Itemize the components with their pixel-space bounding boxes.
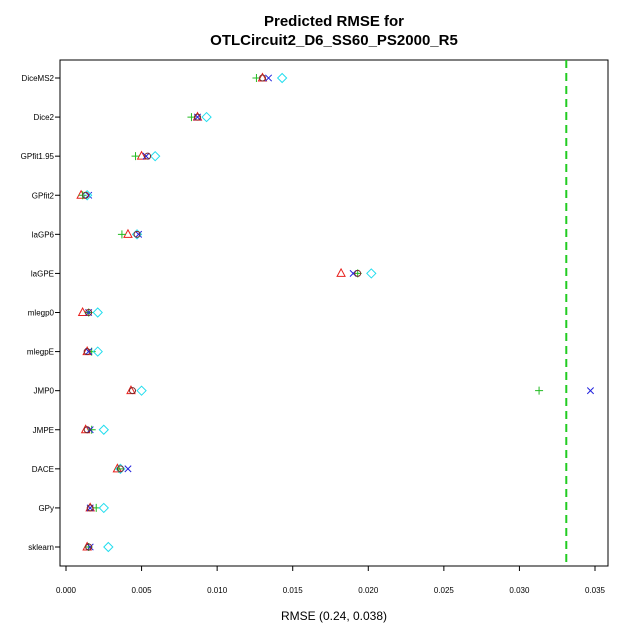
marker-circle <box>83 426 91 434</box>
x-tick-label: 0.030 <box>509 586 530 595</box>
y-category-label: mlegpE <box>27 348 54 357</box>
marker-cross <box>85 348 93 356</box>
marker-cross <box>586 387 595 395</box>
marker-cross <box>124 465 132 473</box>
x-tick-label: 0.010 <box>207 586 228 595</box>
y-category-label: JMPE <box>33 426 54 435</box>
y-axis: DiceMS2 Dice2 GPfit1.95 GPfit2 laGP6 laGPE mle… <box>21 74 60 552</box>
marker-cross <box>142 152 150 160</box>
marker-diamond <box>92 307 103 318</box>
x-axis: 0.000 0.005 0.010 0.015 0.020 0.025 0.030 0.035 <box>56 566 606 595</box>
y-category-label: laGPE <box>31 269 54 278</box>
marker-cross <box>86 543 94 551</box>
y-category-label: DiceMS2 <box>22 74 55 83</box>
marker-circle <box>116 465 124 473</box>
marker-circle <box>133 230 141 238</box>
marker-circle <box>129 387 137 395</box>
y-category-label: GPfit2 <box>32 191 55 200</box>
marker-plus <box>535 386 544 395</box>
marker-circle <box>83 348 91 356</box>
y-category-label: mlegp0 <box>28 309 55 318</box>
marker-diamond <box>149 150 161 162</box>
x-tick-label: 0.000 <box>56 586 77 595</box>
y-category-label: laGP6 <box>32 230 55 239</box>
y-category-label: sklearn <box>28 543 54 552</box>
x-tick-label: 0.035 <box>585 586 606 595</box>
marker-circle <box>85 543 93 551</box>
x-tick-label: 0.005 <box>132 586 153 595</box>
x-tick-label: 0.020 <box>358 586 379 595</box>
marker-diamond <box>276 72 288 84</box>
marker-triangle <box>136 150 147 160</box>
marker-circle <box>85 309 93 316</box>
plot-area-frame <box>59 59 609 567</box>
marker-circle <box>258 74 266 82</box>
marker-diamond <box>366 268 377 279</box>
marker-plus <box>87 425 96 434</box>
marker-triangle <box>336 267 346 277</box>
marker-diamond <box>201 111 212 123</box>
marker-triangle <box>77 306 88 316</box>
chart-title-line2: OTLCircuit2_D6_SS60_PS2000_R5 <box>210 32 458 49</box>
y-category-label: Dice2 <box>34 113 55 122</box>
marker-diamond <box>81 190 93 201</box>
marker-circle <box>193 113 201 121</box>
marker-diamond <box>136 385 147 396</box>
chart-title-line1: Predicted RMSE for <box>264 13 404 30</box>
y-category-label: GPfit1.95 <box>21 152 55 161</box>
marker-circle <box>82 191 90 199</box>
marker-cross <box>134 230 143 238</box>
y-category-label: GPy <box>38 504 54 513</box>
marker-diamond <box>103 541 114 553</box>
marker-circle <box>144 152 152 160</box>
marker-plus <box>131 152 140 161</box>
marker-triangle <box>123 228 133 238</box>
marker-diamond <box>98 424 109 435</box>
marker-diamond <box>92 346 103 357</box>
x-tick-label: 0.025 <box>434 586 455 595</box>
y-category-label: DACE <box>32 465 54 474</box>
marker-triangle <box>126 385 136 395</box>
y-category-label: JMP0 <box>34 387 55 396</box>
marker-circle <box>354 269 362 277</box>
data-points <box>76 72 595 553</box>
marker-diamond <box>98 502 109 514</box>
marker-circle <box>86 504 94 512</box>
marker-plus <box>117 230 126 239</box>
x-axis-title: RMSE (0.24, 0.038) <box>281 609 387 623</box>
marker-cross <box>264 74 273 82</box>
x-tick-label: 0.015 <box>283 586 304 595</box>
